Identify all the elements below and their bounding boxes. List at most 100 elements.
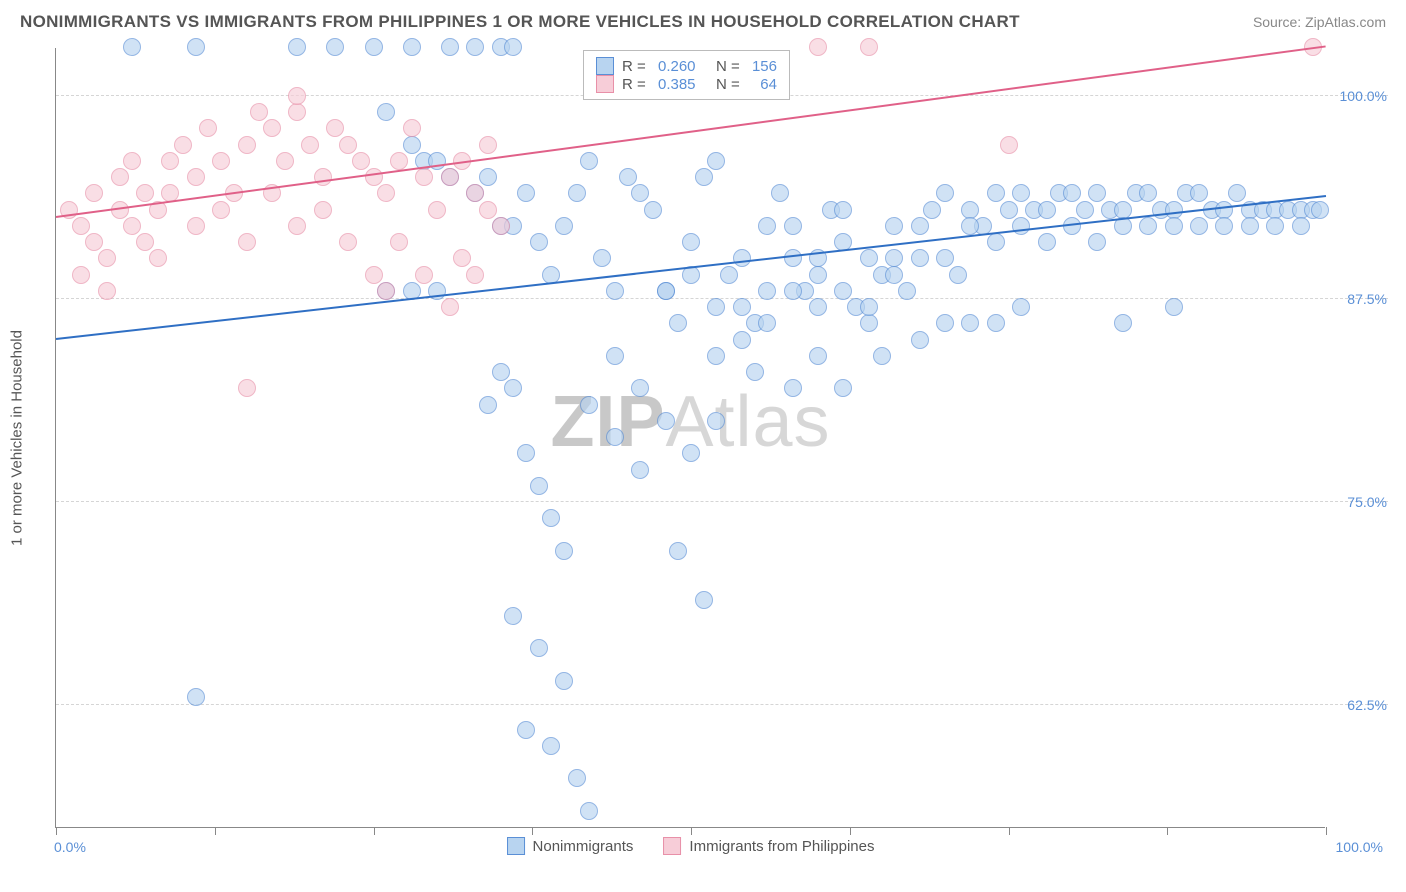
scatter-point <box>1266 217 1284 235</box>
scatter-point <box>98 249 116 267</box>
scatter-point <box>580 396 598 414</box>
scatter-point <box>885 217 903 235</box>
scatter-point <box>403 119 421 137</box>
scatter-point <box>961 314 979 332</box>
scatter-point <box>339 136 357 154</box>
x-tick <box>691 827 692 835</box>
scatter-point <box>784 379 802 397</box>
x-last-label: 100.0% <box>1336 839 1383 855</box>
gridline <box>56 501 1388 502</box>
scatter-point <box>733 331 751 349</box>
scatter-point <box>288 217 306 235</box>
stats-legend-row: R = 0.385 N = 64 <box>596 75 777 93</box>
legend-item: Immigrants from Philippines <box>663 837 874 855</box>
scatter-point <box>1139 217 1157 235</box>
chart-header: NONIMMIGRANTS VS IMMIGRANTS FROM PHILIPP… <box>0 0 1406 40</box>
scatter-point <box>682 233 700 251</box>
scatter-point <box>390 233 408 251</box>
scatter-point <box>695 591 713 609</box>
scatter-point <box>466 266 484 284</box>
scatter-point <box>911 249 929 267</box>
legend-swatch <box>596 57 614 75</box>
scatter-point <box>441 298 459 316</box>
scatter-point <box>860 249 878 267</box>
y-tick-label: 100.0% <box>1340 88 1387 104</box>
scatter-point <box>136 184 154 202</box>
scatter-point <box>987 314 1005 332</box>
scatter-point <box>174 136 192 154</box>
regression-line <box>56 195 1326 340</box>
x-tick <box>374 827 375 835</box>
scatter-point <box>809 347 827 365</box>
scatter-point <box>301 136 319 154</box>
scatter-point <box>1012 298 1030 316</box>
scatter-point <box>542 737 560 755</box>
plot-area: ZIPAtlas 100.0%87.5%75.0%62.5%0.0%100.0%… <box>55 48 1325 828</box>
scatter-point <box>657 282 675 300</box>
scatter-point <box>1241 217 1259 235</box>
scatter-point <box>949 266 967 284</box>
scatter-point <box>212 152 230 170</box>
scatter-point <box>987 184 1005 202</box>
scatter-point <box>631 184 649 202</box>
scatter-point <box>758 217 776 235</box>
scatter-point <box>568 184 586 202</box>
scatter-point <box>187 217 205 235</box>
scatter-point <box>72 266 90 284</box>
scatter-point <box>911 217 929 235</box>
scatter-point <box>466 184 484 202</box>
x-tick <box>215 827 216 835</box>
scatter-point <box>961 217 979 235</box>
scatter-point <box>606 347 624 365</box>
scatter-point <box>85 184 103 202</box>
scatter-point <box>809 298 827 316</box>
scatter-point <box>1076 201 1094 219</box>
scatter-point <box>1190 217 1208 235</box>
scatter-point <box>377 103 395 121</box>
scatter-point <box>365 168 383 186</box>
scatter-point <box>619 168 637 186</box>
scatter-point <box>441 38 459 56</box>
scatter-point <box>936 314 954 332</box>
series-legend: NonimmigrantsImmigrants from Philippines <box>507 837 875 855</box>
scatter-point <box>479 396 497 414</box>
scatter-point <box>1088 233 1106 251</box>
scatter-point <box>466 38 484 56</box>
scatter-point <box>885 266 903 284</box>
scatter-point <box>250 103 268 121</box>
scatter-point <box>530 233 548 251</box>
scatter-point <box>365 38 383 56</box>
scatter-point <box>530 639 548 657</box>
scatter-point <box>187 38 205 56</box>
x-tick <box>1167 827 1168 835</box>
x-tick <box>56 827 57 835</box>
legend-swatch <box>663 837 681 855</box>
scatter-point <box>288 87 306 105</box>
scatter-point <box>885 249 903 267</box>
scatter-point <box>733 298 751 316</box>
scatter-point <box>809 266 827 284</box>
scatter-point <box>314 168 332 186</box>
y-tick-label: 87.5% <box>1347 291 1387 307</box>
scatter-point <box>555 542 573 560</box>
source-credit: Source: ZipAtlas.com <box>1253 14 1386 30</box>
scatter-point <box>428 201 446 219</box>
scatter-point <box>733 249 751 267</box>
scatter-point <box>657 412 675 430</box>
scatter-point <box>669 542 687 560</box>
scatter-point <box>238 136 256 154</box>
scatter-point <box>873 347 891 365</box>
scatter-point <box>199 119 217 137</box>
gridline <box>56 704 1388 705</box>
scatter-point <box>326 38 344 56</box>
scatter-point <box>936 184 954 202</box>
scatter-point <box>860 38 878 56</box>
scatter-point <box>644 201 662 219</box>
scatter-point <box>263 119 281 137</box>
scatter-point <box>441 168 459 186</box>
scatter-point <box>288 103 306 121</box>
scatter-point <box>606 428 624 446</box>
scatter-point <box>860 298 878 316</box>
scatter-point <box>771 184 789 202</box>
stats-legend: R = 0.260 N = 156R = 0.385 N = 64 <box>583 50 790 100</box>
